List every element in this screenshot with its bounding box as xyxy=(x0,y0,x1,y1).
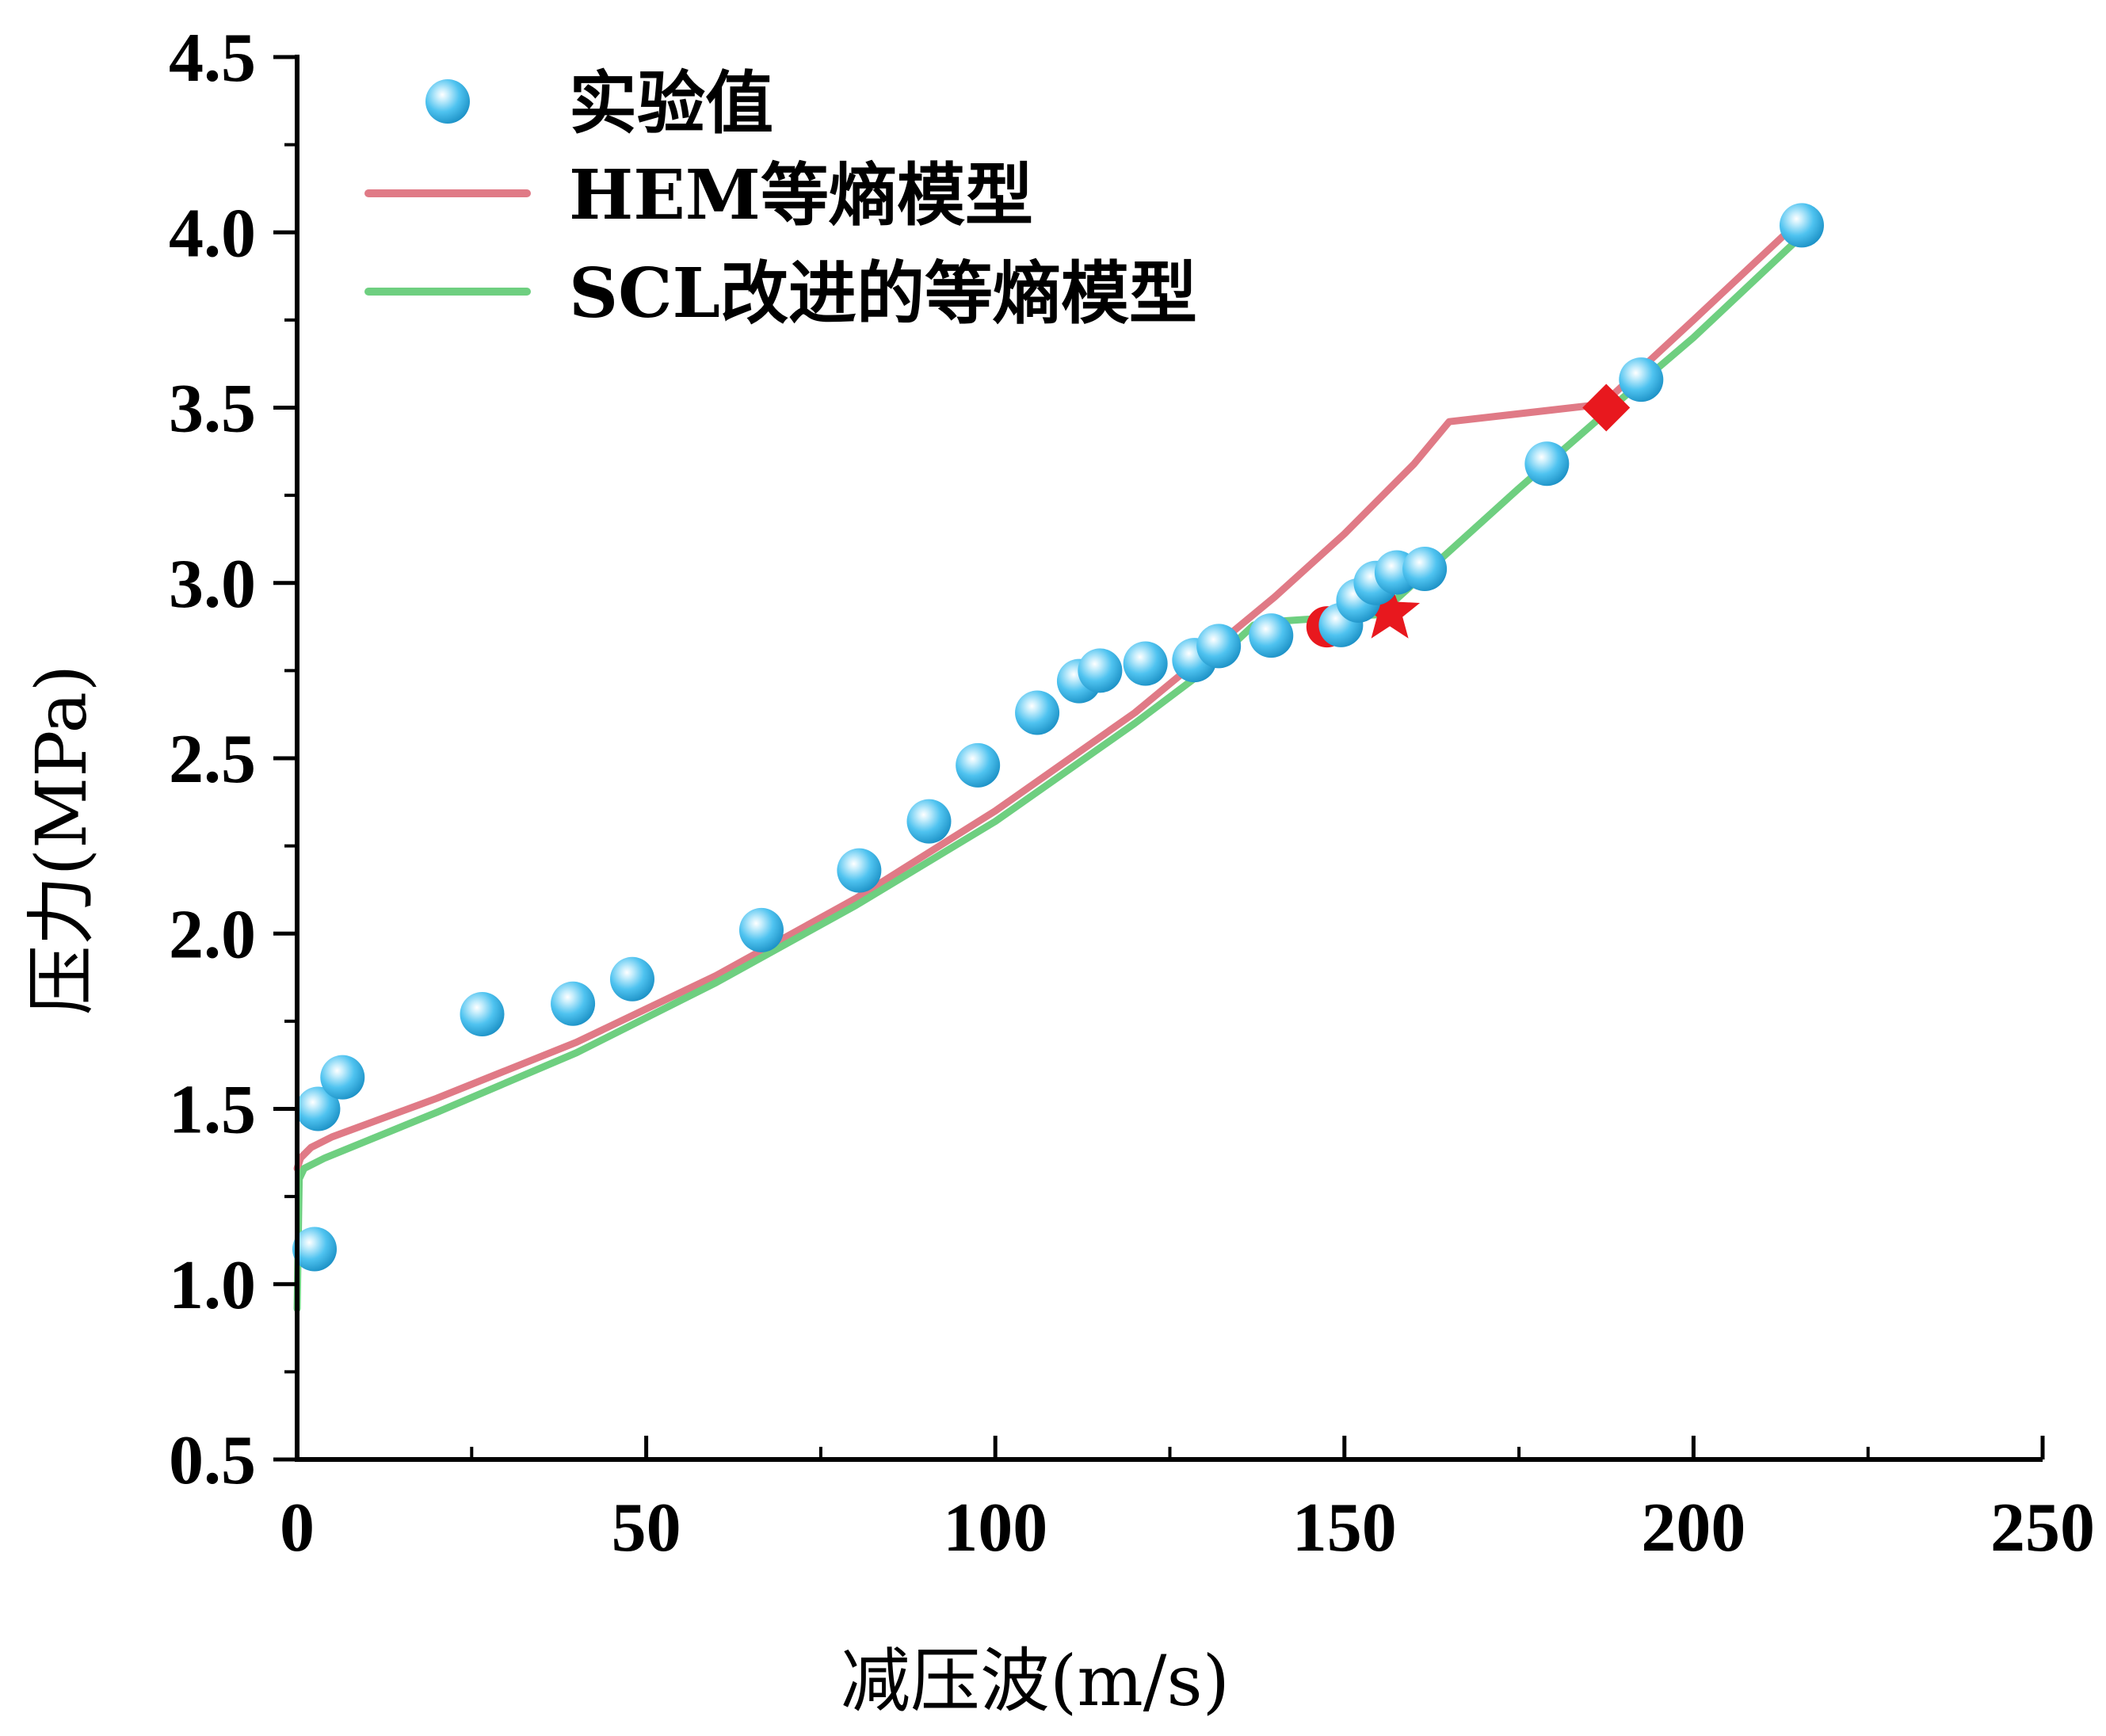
data-point xyxy=(1249,613,1294,658)
diamond-marker xyxy=(1582,383,1631,432)
data-point xyxy=(1779,203,1824,248)
data-point xyxy=(956,742,1001,788)
y-tick-label: 2.0 xyxy=(169,896,256,973)
y-tick-label: 3.0 xyxy=(169,546,256,623)
data-point xyxy=(460,992,505,1037)
legend-label-hem: HEM等熵模型 xyxy=(569,155,1033,235)
data-point xyxy=(1619,357,1664,403)
data-point xyxy=(292,1227,338,1272)
axes: 0 50 100 150 200 250 0.5 1.0 1.5 2.0 2.5 3.0 3.5 4.0 4… xyxy=(21,20,2095,1722)
data-point xyxy=(609,956,654,1002)
y-tick-label: 4.0 xyxy=(169,195,256,272)
hem-series-line xyxy=(293,218,1803,1173)
data-point xyxy=(1524,441,1570,486)
data-point xyxy=(551,981,596,1026)
x-tick-label: 50 xyxy=(612,1490,681,1566)
x-tick-label: 250 xyxy=(1990,1490,2095,1566)
x-tick-label: 150 xyxy=(1292,1490,1397,1566)
legend-label-experimental: 实验值 xyxy=(569,63,773,143)
data-point xyxy=(1402,547,1448,592)
x-tick-label: 200 xyxy=(1641,1490,1745,1566)
y-tick-label: 0.5 xyxy=(169,1422,256,1499)
y-tick-label: 4.5 xyxy=(169,20,256,97)
legend-scatter-marker xyxy=(425,79,470,124)
y-axis-title: 压力(MPa) xyxy=(21,665,102,1016)
legend-label-scl: SCL改进的等熵模型 xyxy=(569,254,1197,334)
data-point xyxy=(1015,690,1060,735)
x-tick-label: 0 xyxy=(280,1490,315,1566)
x-axis-title: 减压波(m/s) xyxy=(841,1640,1230,1722)
data-point xyxy=(1196,624,1242,669)
scl-series-line xyxy=(293,228,1809,1313)
y-tick-label: 3.5 xyxy=(169,371,256,448)
y-tick-label: 2.5 xyxy=(169,721,256,798)
x-tick-label: 100 xyxy=(943,1490,1047,1566)
data-point xyxy=(296,1086,341,1131)
legend: 实验值 HEM等熵模型 SCL改进的等熵模型 xyxy=(364,63,1197,334)
data-point xyxy=(906,799,952,844)
star-marker xyxy=(1360,581,1421,639)
data-point xyxy=(1123,641,1168,686)
data-point xyxy=(837,848,882,893)
data-point xyxy=(738,907,784,952)
plot-area xyxy=(292,203,1824,1313)
data-point xyxy=(320,1055,365,1100)
y-tick-label: 1.5 xyxy=(169,1072,256,1149)
y-tick-label: 1.0 xyxy=(169,1247,256,1324)
data-point xyxy=(1078,648,1123,693)
